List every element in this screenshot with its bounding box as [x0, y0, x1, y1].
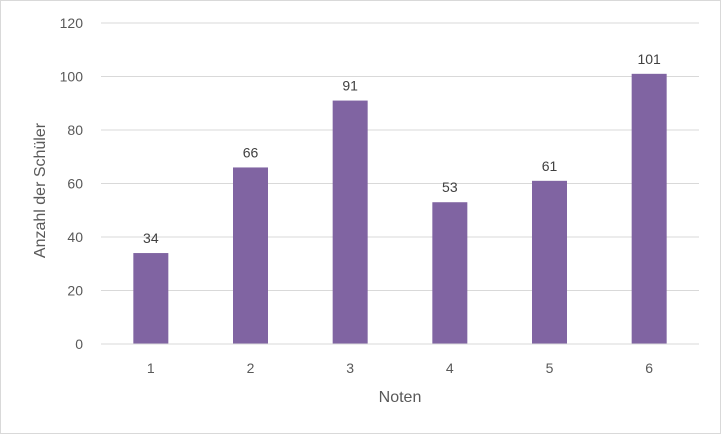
- x-axis-title: Noten: [379, 389, 422, 406]
- data-label-6: 101: [637, 51, 661, 67]
- y-tick-label: 40: [67, 229, 83, 245]
- x-tick-label: 1: [147, 360, 155, 376]
- bar-3: [332, 100, 368, 344]
- data-label-2: 66: [243, 144, 259, 160]
- y-tick-label: 0: [75, 336, 83, 352]
- x-axis-ticks: 1 2 3 4 5 6: [147, 360, 653, 376]
- y-tick-label: 80: [67, 122, 83, 138]
- y-tick-label: 20: [67, 283, 83, 299]
- x-tick-label: 6: [645, 360, 653, 376]
- y-tick-label: 100: [60, 69, 84, 85]
- x-tick-label: 4: [446, 360, 454, 376]
- bars: 34 66 91 53 61 101: [133, 51, 667, 344]
- data-label-5: 61: [542, 158, 558, 174]
- data-label-3: 91: [342, 78, 358, 94]
- x-tick-label: 5: [546, 360, 554, 376]
- data-label-1: 34: [143, 230, 159, 246]
- bar-1: [133, 253, 169, 344]
- y-tick-label: 60: [67, 176, 83, 192]
- bar-5: [532, 180, 567, 344]
- x-tick-label: 2: [247, 360, 255, 376]
- bar-6: [631, 73, 667, 344]
- data-label-4: 53: [442, 179, 458, 195]
- gridlines: [101, 22, 699, 291]
- y-axis-ticks: 0 20 40 60 80 100 120: [60, 15, 84, 352]
- x-tick-label: 3: [346, 360, 354, 376]
- bar-4: [432, 202, 468, 344]
- y-tick-label: 120: [60, 15, 84, 31]
- bar-2: [233, 167, 268, 344]
- y-axis-title: Anzahl der Schüler: [32, 122, 49, 258]
